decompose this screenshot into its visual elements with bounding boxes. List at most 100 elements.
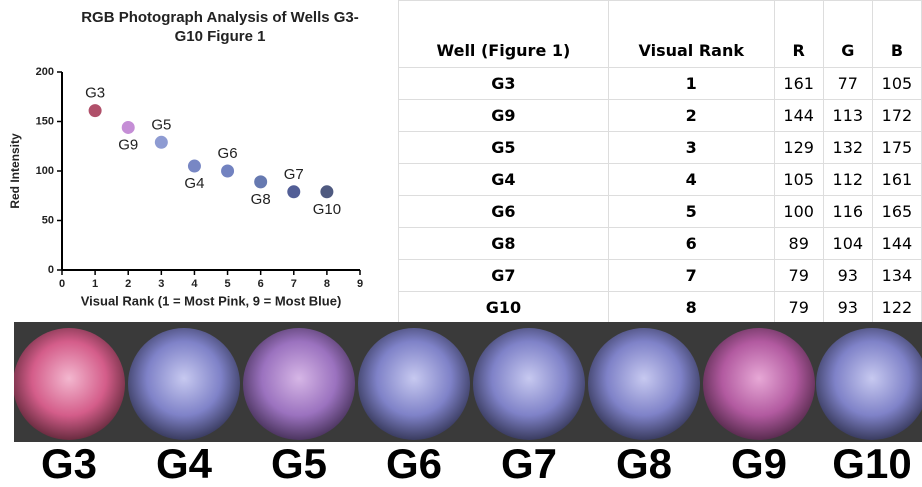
chart-title: RGB Photograph Analysis of Wells G3-G10 … bbox=[70, 8, 370, 46]
table-cell: 2 bbox=[608, 100, 774, 132]
y-tick-label: 150 bbox=[36, 115, 54, 127]
well-label: G7 bbox=[474, 440, 584, 487]
y-axis-label: Red Intensity bbox=[8, 133, 22, 209]
table-cell: 113 bbox=[823, 100, 872, 132]
table-cell: 79 bbox=[774, 292, 823, 324]
y-tick-label: 0 bbox=[48, 264, 54, 276]
table-cell: G4 bbox=[399, 164, 609, 196]
table-cell: 93 bbox=[823, 292, 872, 324]
page: 0501001502000123456789Visual Rank (1 = M… bbox=[0, 0, 922, 487]
column-header: Visual Rank bbox=[608, 1, 774, 68]
table-cell: G5 bbox=[399, 132, 609, 164]
table-cell: 100 bbox=[774, 196, 823, 228]
point bbox=[221, 165, 234, 178]
point bbox=[155, 136, 168, 149]
table-cell: 1 bbox=[608, 68, 774, 100]
point-label: G5 bbox=[151, 116, 171, 133]
well-label: G3 bbox=[14, 440, 124, 487]
table-cell: 7 bbox=[608, 260, 774, 292]
table-cell: 165 bbox=[872, 196, 921, 228]
x-tick-label: 8 bbox=[324, 278, 330, 290]
x-tick-label: 7 bbox=[291, 278, 297, 290]
table-cell: 161 bbox=[872, 164, 921, 196]
x-tick-label: 5 bbox=[224, 278, 230, 290]
table-cell: 172 bbox=[872, 100, 921, 132]
table-cell: G3 bbox=[399, 68, 609, 100]
table-cell: 144 bbox=[774, 100, 823, 132]
x-axis-label: Visual Rank (1 = Most Pink, 9 = Most Blu… bbox=[81, 293, 342, 308]
table-cell: 104 bbox=[823, 228, 872, 260]
table-cell: 77 bbox=[823, 68, 872, 100]
point-label: G10 bbox=[313, 201, 341, 218]
table-cell: 4 bbox=[608, 164, 774, 196]
table-cell: 132 bbox=[823, 132, 872, 164]
chart: 0 50 100 150 200 0 1 2 3 4 5 6 7 8 9 Visual Rank (1 = M… bbox=[0, 0, 392, 318]
point bbox=[287, 185, 300, 198]
y-tick-label: 50 bbox=[42, 214, 54, 226]
well-label: G5 bbox=[244, 440, 354, 487]
table-cell: G7 bbox=[399, 260, 609, 292]
x-tick-label: 9 bbox=[357, 278, 363, 290]
point-label: G8 bbox=[251, 191, 271, 208]
column-header: B bbox=[872, 1, 921, 68]
well-label: G8 bbox=[589, 440, 699, 487]
table-cell: 161 bbox=[774, 68, 823, 100]
table-cell: 6 bbox=[608, 228, 774, 260]
table-cell: G8 bbox=[399, 228, 609, 260]
table-cell: G6 bbox=[399, 196, 609, 228]
table-cell: 79 bbox=[774, 260, 823, 292]
column-header: R bbox=[774, 1, 823, 68]
table-cell: 122 bbox=[872, 292, 921, 324]
table-cell: 8 bbox=[608, 292, 774, 324]
table-cell: 175 bbox=[872, 132, 921, 164]
table-cell: 116 bbox=[823, 196, 872, 228]
column-header: Well (Figure 1) bbox=[399, 1, 609, 68]
x-tick-label: 0 bbox=[59, 278, 65, 290]
well-photo bbox=[14, 322, 922, 442]
table-cell: 93 bbox=[823, 260, 872, 292]
table-cell: 89 bbox=[774, 228, 823, 260]
point-label: G3 bbox=[85, 85, 105, 102]
table-cell: 105 bbox=[872, 68, 921, 100]
point bbox=[254, 175, 267, 188]
table-cell: 105 bbox=[774, 164, 823, 196]
table-cell: G9 bbox=[399, 100, 609, 132]
table-cell: 112 bbox=[823, 164, 872, 196]
point bbox=[320, 185, 333, 198]
x-tick-label: 6 bbox=[258, 278, 264, 290]
table-cell: 144 bbox=[872, 228, 921, 260]
table-cell: 3 bbox=[608, 132, 774, 164]
point-label: G6 bbox=[218, 145, 238, 162]
table-cell: 134 bbox=[872, 260, 921, 292]
well-label: G4 bbox=[129, 440, 239, 487]
x-tick-label: 1 bbox=[92, 278, 98, 290]
table-cell: 5 bbox=[608, 196, 774, 228]
column-header: G bbox=[823, 1, 872, 68]
table-cell: 129 bbox=[774, 132, 823, 164]
point-label: G4 bbox=[184, 175, 204, 192]
x-tick-label: 4 bbox=[191, 278, 198, 290]
point bbox=[188, 160, 201, 173]
point-label: G9 bbox=[118, 136, 138, 153]
point bbox=[122, 121, 135, 134]
table-cell: G10 bbox=[399, 292, 609, 324]
well-label: G10 bbox=[817, 440, 922, 487]
y-tick-label: 200 bbox=[36, 66, 54, 78]
point-label: G7 bbox=[284, 166, 304, 183]
x-tick-label: 3 bbox=[158, 278, 164, 290]
y-tick-label: 100 bbox=[36, 165, 54, 177]
well-label: G9 bbox=[704, 440, 814, 487]
x-tick-label: 2 bbox=[125, 278, 131, 290]
point bbox=[89, 104, 102, 117]
well-label: G6 bbox=[359, 440, 469, 487]
